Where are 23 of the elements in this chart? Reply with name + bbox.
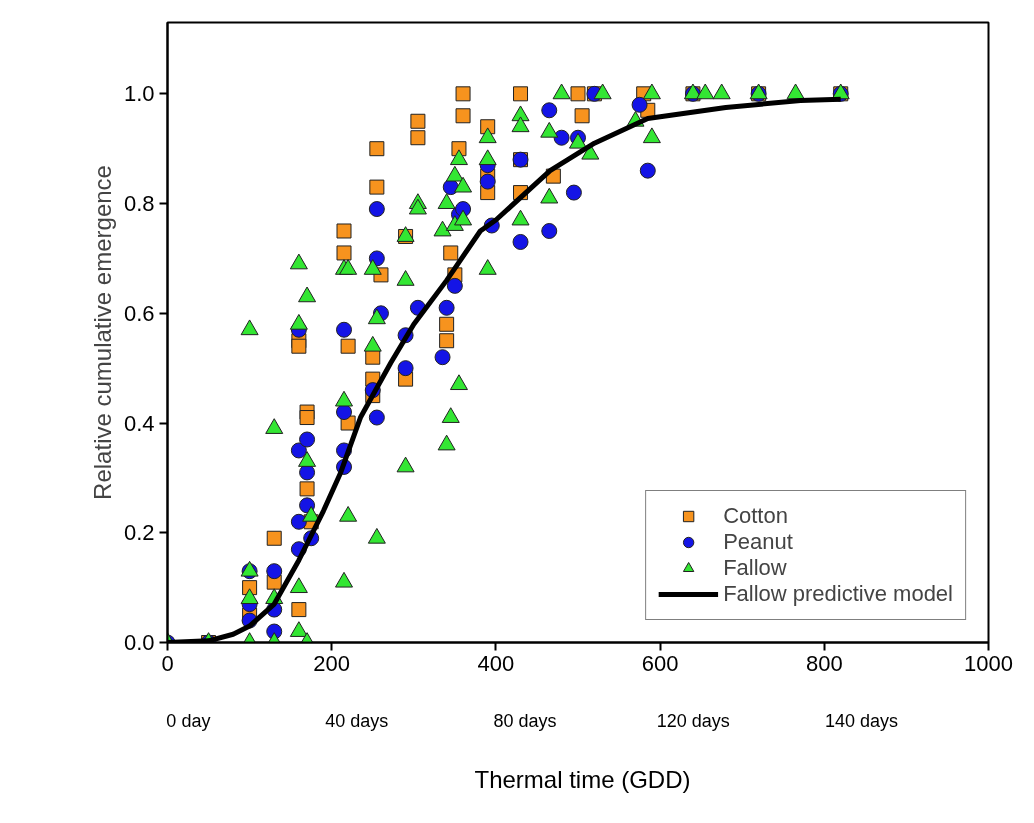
x-tick-label: 400 [477,650,515,676]
legend-label: Cotton [723,503,788,529]
x-tick-label: 200 [313,650,351,676]
y-axis-title: Relative cumulative emergence [88,165,116,500]
text: 0 day [166,710,211,733]
y-tick-label: 0.6 [123,300,155,326]
x-axis-title: Thermal time (GDD) [474,765,691,795]
y-tick-label: 0.2 [123,520,155,546]
legend-label: Peanut [723,529,793,555]
y-tick-label: 0.8 [123,191,155,217]
text: 80 days [493,710,557,733]
y-tick-label: 0.4 [123,410,155,436]
x-tick-label: 1000 [964,650,1013,676]
text: 140 days [825,710,899,733]
text: 40 days [325,710,389,733]
legend-label: Fallow [723,555,787,581]
x-tick-label: 0 [161,650,174,676]
x-tick-label: 800 [805,650,843,676]
text: 120 days [656,710,730,733]
legend-label: Fallow predictive model [723,581,953,607]
x-tick-label: 600 [641,650,679,676]
y-tick-label: 1.0 [123,81,155,107]
y-tick-label: 0.0 [123,630,155,655]
